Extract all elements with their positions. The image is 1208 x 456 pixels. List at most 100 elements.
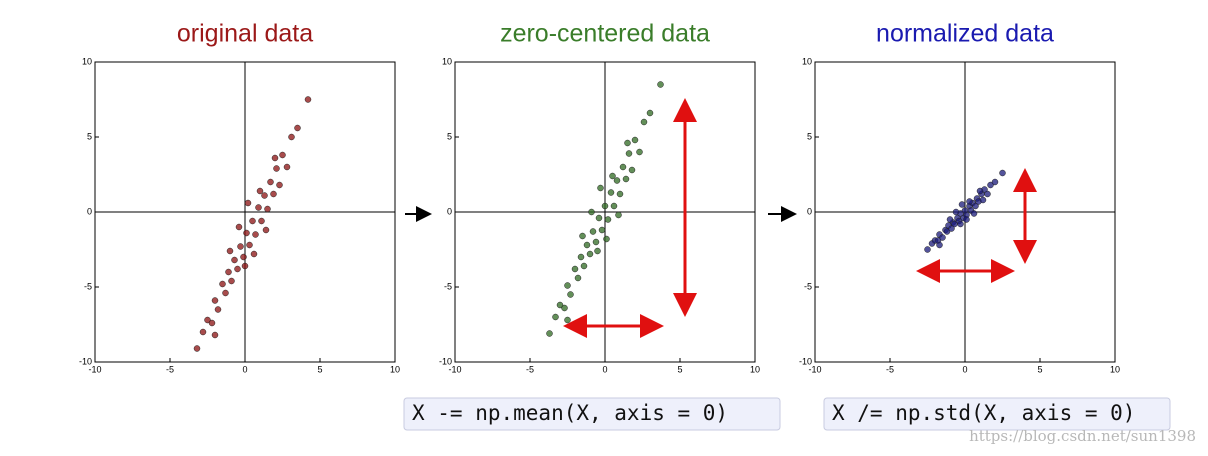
- y-tick-label: 10: [82, 56, 92, 66]
- code-box: [403, 397, 781, 431]
- point: [984, 190, 991, 198]
- point: [231, 256, 238, 264]
- point: [271, 154, 279, 162]
- point: [924, 246, 931, 253]
- point: [601, 202, 609, 210]
- point: [936, 241, 943, 249]
- point: [987, 181, 994, 189]
- point: [199, 328, 207, 336]
- point: [235, 223, 243, 231]
- y-tick-label: 0: [447, 206, 452, 216]
- point: [256, 187, 264, 195]
- point: [577, 253, 585, 261]
- point: [958, 201, 966, 208]
- point: [211, 297, 219, 304]
- y-tick-label: 0: [87, 206, 92, 216]
- point: [646, 109, 654, 117]
- point: [616, 190, 624, 198]
- point: [193, 345, 201, 352]
- point: [270, 190, 277, 198]
- point: [594, 247, 601, 255]
- point: [243, 229, 250, 237]
- point: [564, 316, 571, 324]
- point: [255, 204, 262, 211]
- point: [276, 181, 283, 189]
- point: [957, 220, 964, 228]
- code: X -= np.mean(X, axis = 0): [412, 401, 728, 425]
- point: [589, 228, 597, 235]
- point: [603, 235, 610, 243]
- point: [628, 166, 636, 174]
- y-tick-label: 10: [802, 56, 812, 66]
- chart-title: original data: [177, 20, 313, 48]
- point: [552, 313, 559, 321]
- y-tick-label: 5: [807, 131, 812, 141]
- point: [613, 177, 621, 184]
- chart-title: normalized data: [876, 20, 1054, 48]
- point: [598, 226, 606, 234]
- point: [241, 262, 249, 270]
- y-tick-label: -10: [79, 356, 92, 366]
- point: [972, 202, 979, 210]
- point: [262, 226, 270, 234]
- point: [561, 304, 568, 312]
- point: [219, 280, 226, 288]
- point: [273, 165, 280, 172]
- chart-title: zero-centered data: [500, 20, 710, 48]
- point: [283, 163, 291, 171]
- code: X /= np.std(X, axis = 0): [832, 401, 1135, 425]
- point: [657, 81, 664, 88]
- point: [966, 198, 973, 205]
- x-tick-label: -10: [88, 364, 101, 374]
- x-tick-label: -10: [808, 364, 821, 374]
- point: [970, 210, 978, 217]
- y-tick-label: 5: [447, 131, 452, 141]
- point: [246, 241, 253, 249]
- point: [595, 214, 603, 222]
- point: [546, 330, 553, 337]
- point: [279, 151, 286, 159]
- x-tick-label: 10: [750, 364, 760, 374]
- point: [592, 238, 600, 246]
- point: [250, 250, 258, 258]
- point: [228, 277, 235, 285]
- y-tick-label: -10: [439, 356, 452, 366]
- point: [943, 228, 951, 235]
- point: [288, 133, 295, 141]
- x-tick-label: 0: [242, 364, 247, 374]
- point: [607, 189, 615, 196]
- y-tick-label: -5: [804, 281, 812, 291]
- point: [580, 262, 588, 270]
- point: [252, 231, 259, 238]
- point: [615, 211, 622, 219]
- y-tick-label: 10: [442, 56, 452, 66]
- point: [211, 331, 219, 339]
- point: [208, 319, 216, 327]
- point: [564, 282, 571, 289]
- y-tick-label: -5: [84, 281, 92, 291]
- point: [222, 289, 229, 297]
- point: [625, 150, 633, 157]
- x-tick-label: -5: [526, 364, 534, 374]
- x-tick-label: 0: [602, 364, 607, 374]
- point: [640, 118, 648, 126]
- point: [234, 265, 241, 273]
- point: [214, 306, 222, 313]
- point: [267, 178, 274, 186]
- point: [304, 96, 312, 103]
- point: [946, 216, 954, 223]
- x-tick-label: 5: [677, 364, 682, 374]
- point: [939, 234, 946, 241]
- x-tick-label: 10: [1110, 364, 1120, 374]
- x-tick-label: -5: [166, 364, 174, 374]
- point: [991, 178, 999, 186]
- y-tick-label: 5: [87, 131, 92, 141]
- point: [244, 199, 252, 207]
- point: [636, 148, 643, 156]
- point: [631, 136, 639, 144]
- point: [574, 274, 582, 282]
- point: [588, 208, 595, 216]
- point: [567, 291, 574, 298]
- point: [571, 265, 579, 273]
